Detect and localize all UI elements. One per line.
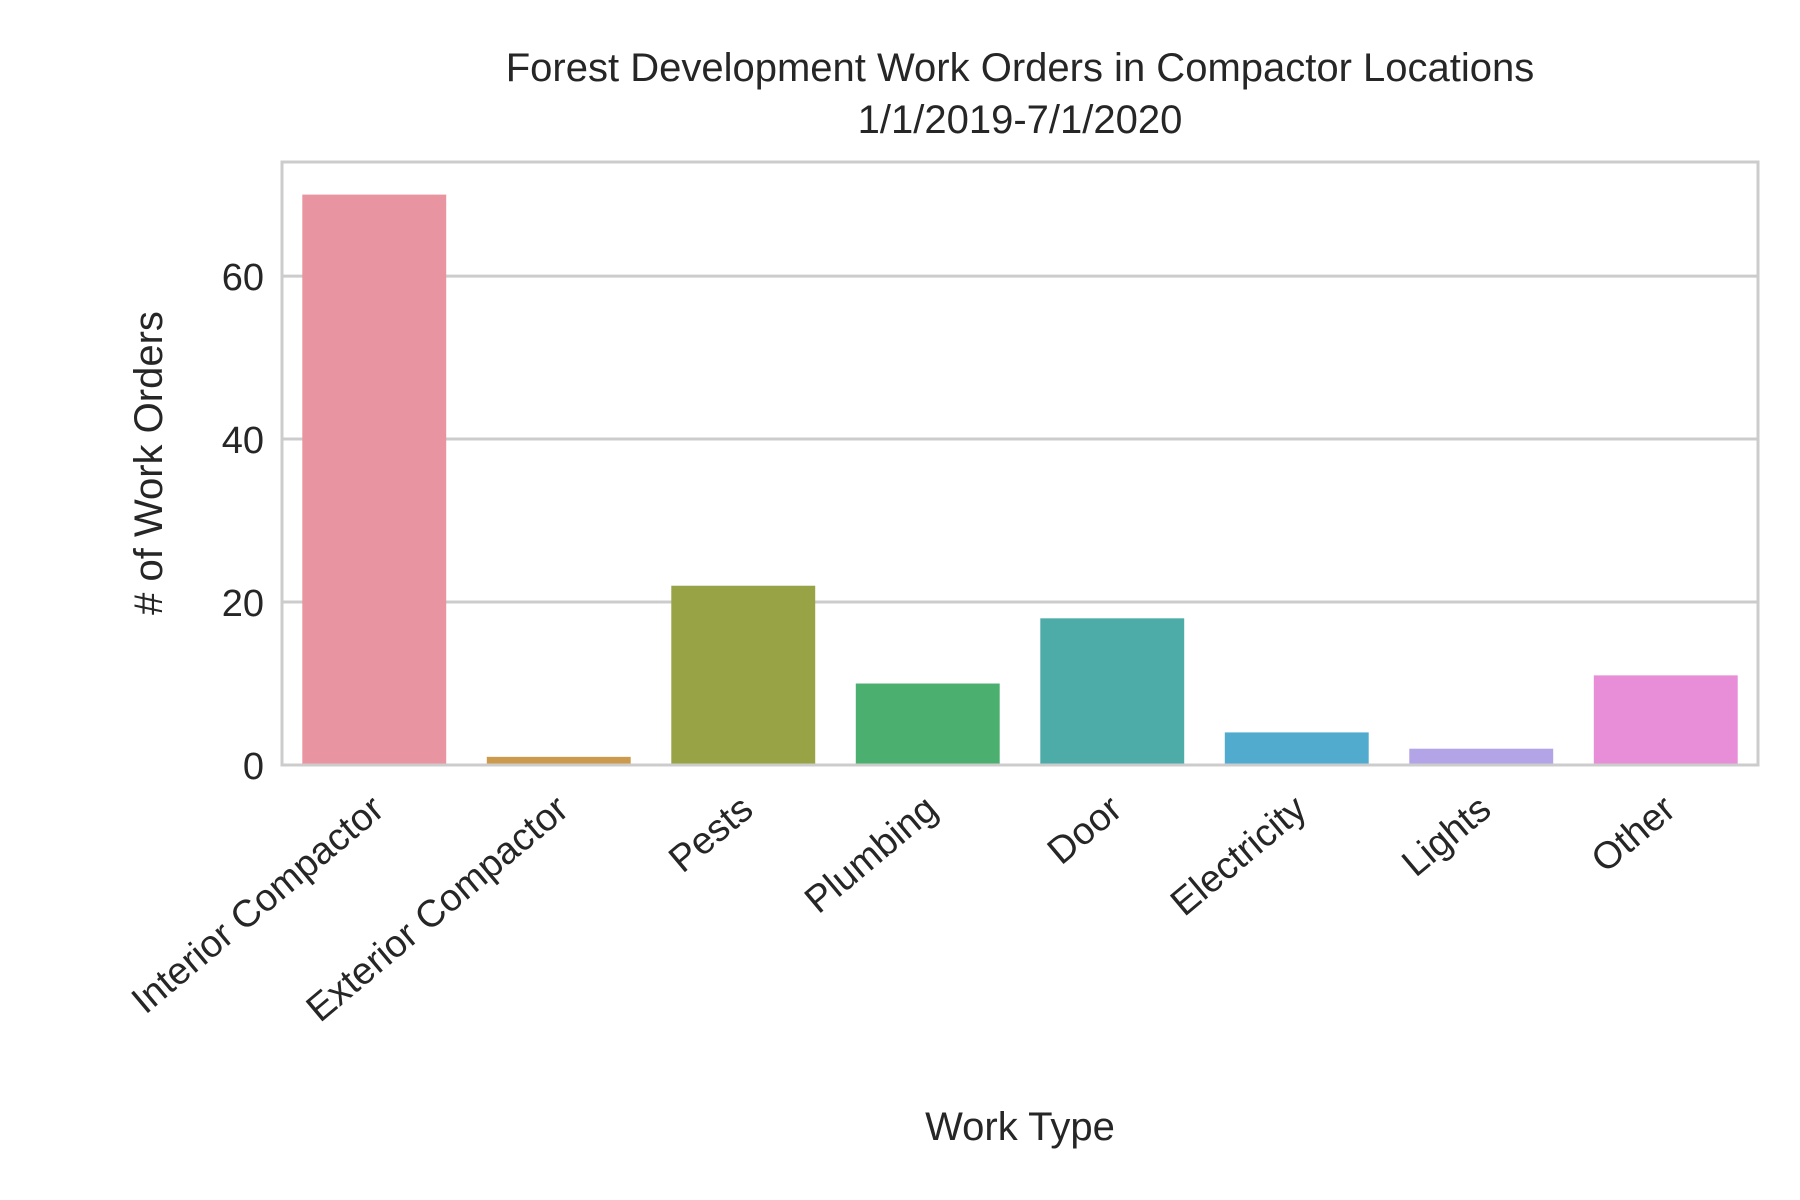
- y-axis-ticks: 0 20 40 60: [222, 257, 264, 788]
- y-axis-label: # of Work Orders: [127, 311, 171, 615]
- bar-other: [1593, 675, 1738, 765]
- y-tick-label: 20: [222, 583, 264, 625]
- y-gridlines: [282, 274, 1758, 604]
- bar-plumbing: [855, 683, 1000, 765]
- y-tick-label: 60: [222, 257, 264, 299]
- bar-interior-compactor: [302, 194, 447, 765]
- plot-area-frame: [280, 160, 1760, 767]
- bar-electricity: [1224, 732, 1369, 765]
- chart-subtitle: 1/1/2019-7/1/2020: [858, 98, 1183, 142]
- bar-lights: [1409, 748, 1554, 765]
- y-tick-label: 0: [243, 746, 264, 788]
- bar-series: [302, 194, 1738, 765]
- bar-pests: [671, 585, 816, 765]
- chart-title: Forest Development Work Orders in Compac…: [506, 46, 1535, 90]
- bar-door: [1040, 618, 1185, 765]
- y-tick-label: 40: [222, 420, 264, 462]
- x-axis-label: Work Type: [925, 1105, 1115, 1149]
- bar-exterior-compactor: [486, 756, 631, 765]
